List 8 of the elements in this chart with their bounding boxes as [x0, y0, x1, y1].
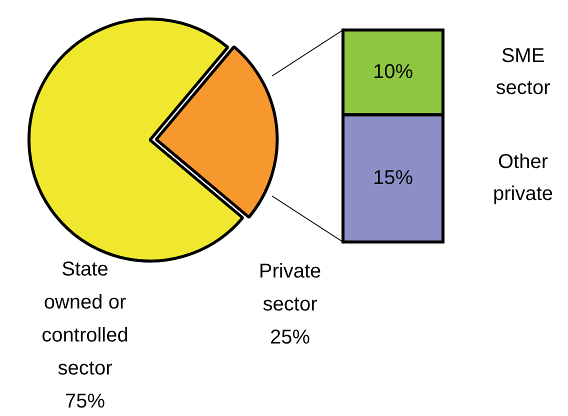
data-label: 75% — [64, 390, 106, 413]
text: Other private — [492, 150, 554, 205]
text: SME sector — [496, 44, 551, 99]
slice-label: State owned or controlled sector — [42, 258, 128, 380]
data-label: 15% — [372, 166, 414, 189]
data-label: 10% — [372, 60, 414, 83]
legend-label: Private sector — [258, 260, 322, 316]
data-label: 25% — [270, 326, 310, 349]
